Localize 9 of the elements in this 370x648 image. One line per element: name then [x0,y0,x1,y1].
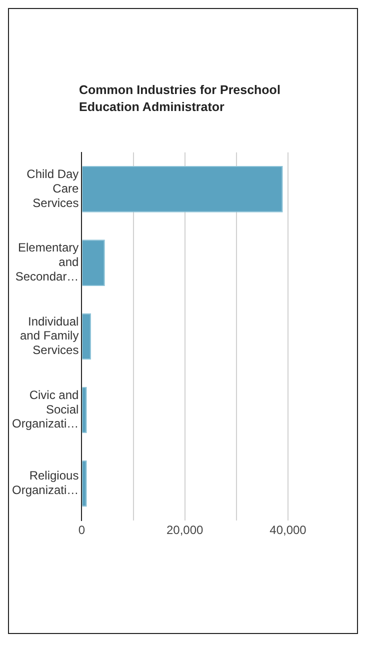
y-tick-label: Elementary and Secondar… [15,240,79,284]
y-tick-label: Child Day Care Services [26,167,80,210]
x-tick-label: 40,000 [270,522,307,537]
y-tick-label: Religious Organizati… [12,468,79,498]
x-tick-label: 0 [78,522,86,537]
y-tick-label: Civic and Social Organizati… [12,388,79,431]
y-tick-label: Individual and Family Services [20,314,79,358]
chart-title: Common Industries for Preschool Education Administrator [79,82,282,116]
x-tick-label: 20,000 [166,522,204,537]
